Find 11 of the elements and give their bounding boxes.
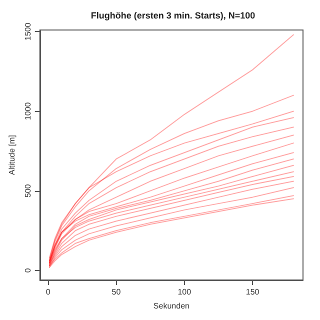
- x-tick-label: 150: [246, 288, 260, 296]
- x-tick-label: 0: [46, 288, 51, 296]
- y-axis-title: Altitude [m]: [8, 134, 16, 176]
- x-axis-title: Sekunden: [153, 302, 190, 310]
- y-tick-label: 1000: [23, 102, 32, 120]
- x-tick-label: 50: [112, 288, 122, 296]
- y-tick-label: 500: [23, 184, 32, 198]
- y-tick-label: 0: [23, 268, 32, 273]
- chart-title: Flughöhe (ersten 3 min. Starts), N=100: [90, 10, 256, 20]
- x-tick-label: 100: [178, 288, 192, 296]
- y-tick-label: 1500: [23, 22, 32, 40]
